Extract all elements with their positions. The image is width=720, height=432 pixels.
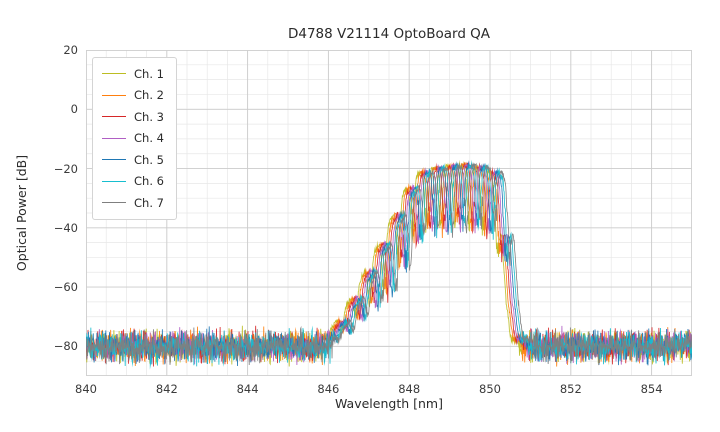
y-axis-label: Optical Power [dB] — [14, 154, 29, 272]
legend-item: Ch. 1 — [102, 63, 164, 85]
legend-line-swatch — [102, 94, 126, 96]
legend-label: Ch. 2 — [134, 88, 164, 103]
legend-line-swatch — [102, 159, 126, 161]
x-tick-label: 852 — [559, 382, 582, 396]
y-tick-label: 20 — [63, 43, 78, 57]
x-tick-label: 844 — [236, 382, 259, 396]
legend-line-swatch — [102, 116, 126, 118]
legend-label: Ch. 4 — [134, 131, 164, 146]
legend-item: Ch. 3 — [102, 106, 164, 128]
x-tick-label: 842 — [155, 382, 178, 396]
x-tick-label: 854 — [640, 382, 663, 396]
plot-canvas — [86, 50, 692, 376]
legend: Ch. 1 Ch. 2 Ch. 3 Ch. 4 Ch. 5 Ch. 6 Ch. 7 — [92, 57, 177, 220]
x-axis-label: Wavelength [nm] — [335, 396, 443, 411]
legend-line-swatch — [102, 73, 126, 75]
legend-label: Ch. 5 — [134, 152, 164, 167]
x-tick-label: 846 — [317, 382, 340, 396]
legend-item: Ch. 6 — [102, 171, 164, 193]
legend-label: Ch. 7 — [134, 195, 164, 210]
y-tick-label: −20 — [53, 161, 78, 176]
y-tick-label: 0 — [70, 102, 78, 117]
y-tick-label: −60 — [53, 280, 78, 295]
legend-item: Ch. 5 — [102, 149, 164, 171]
legend-line-swatch — [102, 202, 126, 204]
legend-item: Ch. 4 — [102, 128, 164, 150]
x-tick-label: 848 — [398, 382, 421, 396]
legend-label: Ch. 3 — [134, 109, 164, 124]
chart-title: D4788 V21114 OptoBoard QA — [287, 26, 491, 42]
legend-label: Ch. 6 — [134, 174, 164, 189]
y-tick-label: −40 — [53, 220, 78, 235]
legend-line-swatch — [102, 137, 126, 139]
x-tick-label: 850 — [479, 382, 501, 396]
y-tick-label: −80 — [53, 339, 78, 354]
x-tick-label: 840 — [75, 382, 97, 396]
legend-item: Ch. 7 — [102, 192, 164, 214]
legend-line-swatch — [102, 180, 126, 182]
legend-item: Ch. 2 — [102, 85, 164, 107]
legend-label: Ch. 1 — [134, 66, 164, 81]
